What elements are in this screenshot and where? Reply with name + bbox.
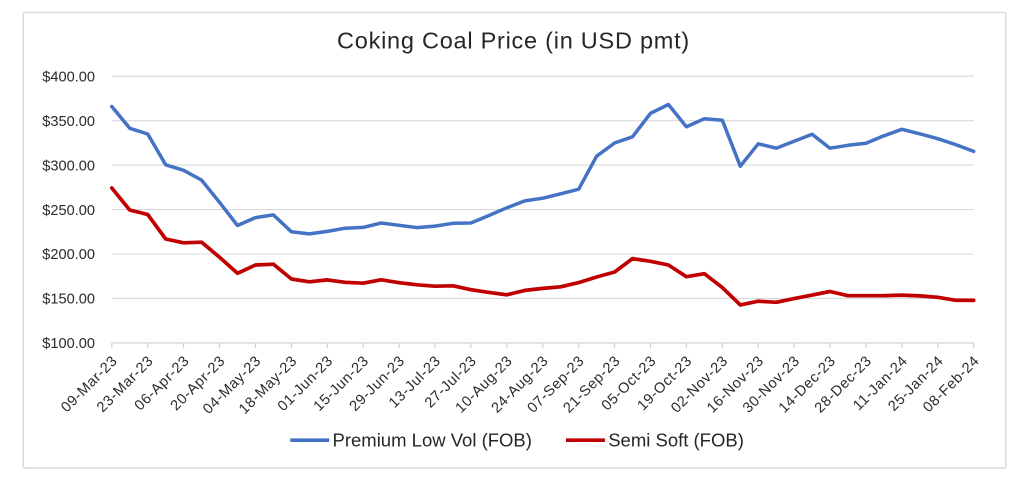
svg-text:Premium Low Vol (FOB): Premium Low Vol (FOB) bbox=[333, 430, 532, 451]
svg-text:$100.00: $100.00 bbox=[42, 336, 95, 352]
svg-text:$350.00: $350.00 bbox=[42, 114, 95, 130]
svg-text:$300.00: $300.00 bbox=[42, 158, 95, 174]
svg-text:Coking Coal Price (in USD pmt): Coking Coal Price (in USD pmt) bbox=[337, 28, 690, 54]
svg-text:$200.00: $200.00 bbox=[42, 247, 95, 263]
svg-text:Semi Soft (FOB): Semi Soft (FOB) bbox=[608, 430, 744, 451]
svg-text:$150.00: $150.00 bbox=[42, 292, 95, 308]
svg-text:$250.00: $250.00 bbox=[42, 203, 95, 219]
svg-text:$400.00: $400.00 bbox=[42, 69, 95, 85]
